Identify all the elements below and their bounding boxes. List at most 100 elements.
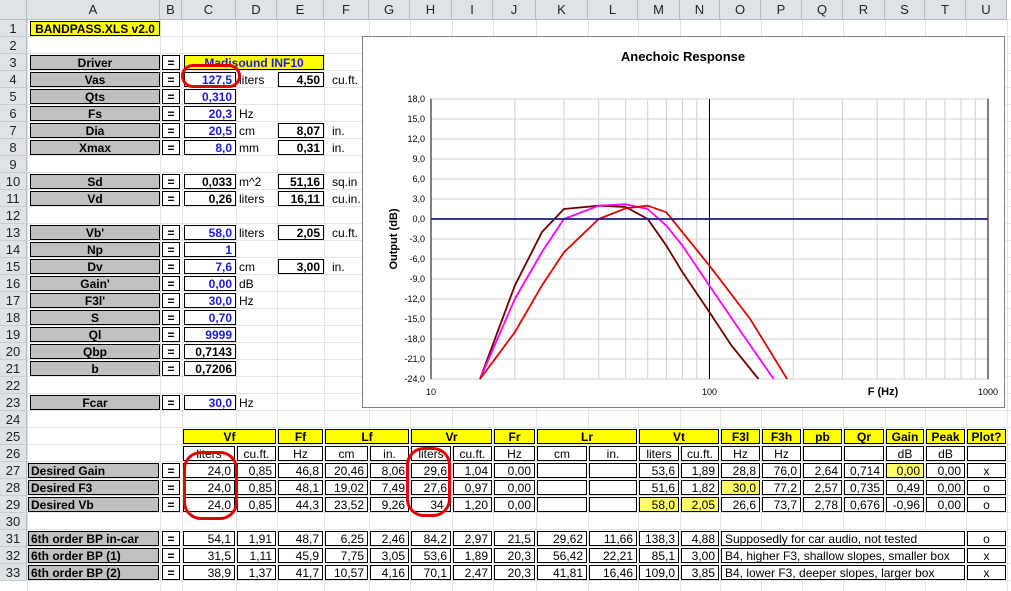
select-all-corner[interactable] xyxy=(0,0,27,20)
result-cell-r0-c17[interactable]: 0,00 xyxy=(926,463,965,478)
row-header-8[interactable]: 8 xyxy=(0,139,27,156)
row-header-3[interactable]: 3 xyxy=(0,54,27,71)
result-cell-r0-c6[interactable]: 1,04 xyxy=(453,463,492,478)
column-header-t[interactable]: T xyxy=(925,0,966,20)
result-cell-r1-c13[interactable]: 77,2 xyxy=(762,480,801,495)
anechoic-response-chart[interactable]: Anechoic Response 18,0 15,0 12,0 9,0 6,0 3,0 0,… xyxy=(362,36,1005,408)
result-cell-r1-c3[interactable]: 19,02 xyxy=(325,480,368,495)
column-header-a[interactable]: A xyxy=(27,0,160,20)
column-header-j[interactable]: J xyxy=(493,0,536,20)
row-header-19[interactable]: 19 xyxy=(0,326,27,343)
bp-cell-r0-c6[interactable]: 2,97 xyxy=(453,531,492,546)
column-header-s[interactable]: S xyxy=(885,0,925,20)
row-header-15[interactable]: 15 xyxy=(0,258,27,275)
column-header-g[interactable]: G xyxy=(369,0,410,20)
row-header-10[interactable]: 10 xyxy=(0,173,27,190)
result-cell-r2-c4[interactable]: 9,26 xyxy=(370,497,409,512)
column-header-f[interactable]: F xyxy=(324,0,369,20)
result-cell-r2-c18[interactable]: o xyxy=(967,497,1006,512)
bp-cell-r2-c0[interactable]: 38,9 xyxy=(183,565,235,580)
row-header-20[interactable]: 20 xyxy=(0,343,27,360)
param-value-6[interactable]: 0,033 xyxy=(184,174,236,189)
bp-cell-r2-c9[interactable]: 16,46 xyxy=(589,565,637,580)
bp-cell-r2-c7[interactable]: 20,3 xyxy=(494,565,535,580)
result-cell-r0-c9[interactable] xyxy=(589,463,637,478)
result-cell-r1-c5[interactable]: 27,6 xyxy=(411,480,451,495)
row-header-4[interactable]: 4 xyxy=(0,71,27,88)
param-value-2[interactable]: 0,310 xyxy=(184,89,236,104)
result-cell-r1-c14[interactable]: 2,57 xyxy=(803,480,842,495)
column-header-m[interactable]: M xyxy=(638,0,680,20)
result-cell-r2-c10[interactable]: 58,0 xyxy=(639,497,679,512)
bp-cell-r2-c3[interactable]: 10,57 xyxy=(325,565,368,580)
result-cell-r0-c4[interactable]: 8,06 xyxy=(370,463,409,478)
bp-cell-r2-c4[interactable]: 4,16 xyxy=(370,565,409,580)
bp-cell-r2-c2[interactable]: 41,7 xyxy=(278,565,323,580)
row-header-17[interactable]: 17 xyxy=(0,292,27,309)
result-cell-r0-c11[interactable]: 1,89 xyxy=(681,463,719,478)
bp-note-1[interactable]: B4, higher F3, shallow slopes, smaller b… xyxy=(721,548,965,563)
row-header-12[interactable]: 12 xyxy=(0,207,27,224)
column-header-d[interactable]: D xyxy=(236,0,277,20)
bp-cell-r0-c2[interactable]: 48,7 xyxy=(278,531,323,546)
result-cell-r0-c15[interactable]: 0,714 xyxy=(844,463,884,478)
bp-cell-r0-c4[interactable]: 2,46 xyxy=(370,531,409,546)
bp-cell-r0-c0[interactable]: 54,1 xyxy=(183,531,235,546)
bp-cell-r1-c2[interactable]: 45,9 xyxy=(278,548,323,563)
row-header-32[interactable]: 32 xyxy=(0,547,27,564)
result-cell-r2-c16[interactable]: -0,96 xyxy=(886,497,924,512)
column-header-b[interactable]: B xyxy=(160,0,182,20)
param-value-14[interactable]: 9999 xyxy=(184,327,236,342)
result-cell-r1-c7[interactable]: 0,00 xyxy=(494,480,535,495)
result-cell-r2-c7[interactable]: 0,00 xyxy=(494,497,535,512)
result-cell-r2-c2[interactable]: 44,3 xyxy=(278,497,323,512)
result-cell-r2-c13[interactable]: 73,7 xyxy=(762,497,801,512)
row-header-11[interactable]: 11 xyxy=(0,190,27,207)
column-header-e[interactable]: E xyxy=(277,0,324,20)
bp-cell-r0-c7[interactable]: 21,5 xyxy=(494,531,535,546)
column-header-p[interactable]: P xyxy=(761,0,802,20)
param-value-15[interactable]: 0,7143 xyxy=(184,344,236,359)
bp-cell-r2-c11[interactable]: 3,85 xyxy=(681,565,719,580)
column-header-h[interactable]: H xyxy=(410,0,452,20)
row-header-5[interactable]: 5 xyxy=(0,88,27,105)
bp-note-2[interactable]: B4, lower F3, deeper slopes, larger box xyxy=(721,565,965,580)
bp-cell-r1-c1[interactable]: 1,11 xyxy=(237,548,276,563)
bp-plot-1[interactable]: x xyxy=(967,548,1006,563)
bp-cell-r1-c10[interactable]: 85,1 xyxy=(639,548,679,563)
result-cell-r0-c2[interactable]: 46,8 xyxy=(278,463,323,478)
param-value-7[interactable]: 0,26 xyxy=(184,191,236,206)
row-header-22[interactable]: 22 xyxy=(0,377,27,394)
result-cell-r0-c5[interactable]: 29,6 xyxy=(411,463,451,478)
bp-cell-r0-c10[interactable]: 138,3 xyxy=(639,531,679,546)
column-header-c[interactable]: C xyxy=(182,0,236,20)
bp-cell-r1-c6[interactable]: 1,89 xyxy=(453,548,492,563)
row-header-29[interactable]: 29 xyxy=(0,496,27,513)
column-header-o[interactable]: O xyxy=(720,0,761,20)
row-header-30[interactable]: 30 xyxy=(0,513,27,530)
param-value-8[interactable]: 58,0 xyxy=(184,225,236,240)
column-header-n[interactable]: N xyxy=(680,0,720,20)
row-header-6[interactable]: 6 xyxy=(0,105,27,122)
row-header-23[interactable]: 23 xyxy=(0,394,27,411)
row-header-25[interactable]: 25 xyxy=(0,428,27,445)
row-header-9[interactable]: 9 xyxy=(0,156,27,173)
bp-cell-r2-c6[interactable]: 2,47 xyxy=(453,565,492,580)
result-cell-r1-c0[interactable]: 24,0 xyxy=(183,480,235,495)
bp-cell-r1-c0[interactable]: 31,5 xyxy=(183,548,235,563)
result-cell-r2-c15[interactable]: 0,676 xyxy=(844,497,884,512)
param-value-4[interactable]: 20,5 xyxy=(184,123,236,138)
row-header-14[interactable]: 14 xyxy=(0,241,27,258)
bp-cell-r1-c4[interactable]: 3,05 xyxy=(370,548,409,563)
param-value-17[interactable]: 30,0 xyxy=(184,395,236,410)
result-cell-r0-c8[interactable] xyxy=(537,463,587,478)
bp-cell-r1-c3[interactable]: 7,75 xyxy=(325,548,368,563)
result-cell-r0-c10[interactable]: 53,6 xyxy=(639,463,679,478)
result-cell-r0-c14[interactable]: 2,64 xyxy=(803,463,842,478)
result-cell-r1-c17[interactable]: 0,00 xyxy=(926,480,965,495)
row-header-2[interactable]: 2 xyxy=(0,37,27,54)
result-cell-r0-c1[interactable]: 0,85 xyxy=(237,463,276,478)
column-header-r[interactable]: R xyxy=(843,0,885,20)
result-cell-r2-c1[interactable]: 0,85 xyxy=(237,497,276,512)
title-cell[interactable]: BANDPASS.XLS v2.0 xyxy=(30,21,160,36)
